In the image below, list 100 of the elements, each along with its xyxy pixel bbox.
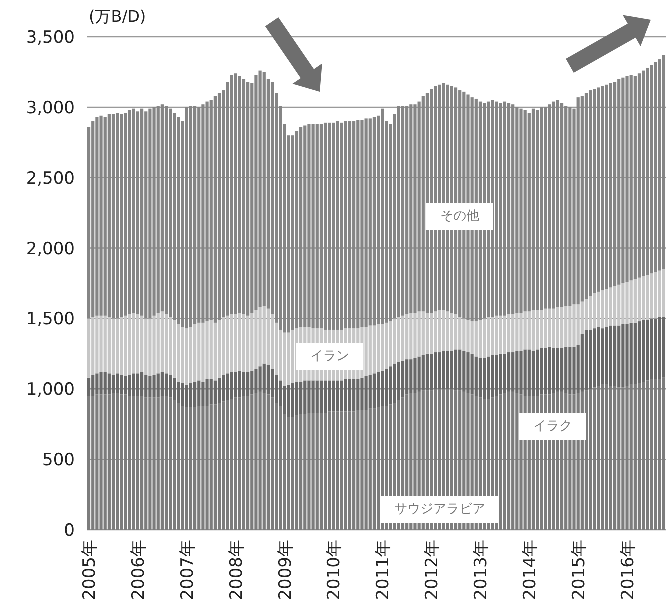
bar [381,370,384,406]
bar [189,106,193,328]
bar [364,118,368,328]
bar [426,354,430,391]
bar [194,324,197,382]
bar [348,379,352,412]
bar [372,117,376,326]
bar [144,375,148,398]
bar [104,117,107,316]
bar [291,330,294,384]
bar [650,65,654,274]
bar [104,316,107,372]
bar [181,384,184,406]
bar [483,358,486,400]
y-tick-label: 2,500 [26,168,75,189]
bar [262,306,266,364]
bar [206,379,209,406]
bar [128,396,132,530]
bar [618,388,621,530]
bar [300,382,303,414]
bar [503,354,506,394]
bar [634,322,637,385]
bar [376,407,380,530]
bar [528,350,531,396]
bar [654,62,658,272]
bar [112,393,116,530]
bar [601,328,604,385]
bar [173,378,176,400]
bar [528,113,531,312]
bar [300,127,303,328]
bar [520,313,523,352]
x-tick-label: 2012年 [422,540,443,600]
bar [576,304,580,346]
bar [406,106,409,314]
bar [360,378,364,410]
bar [618,79,621,285]
bar [92,317,95,376]
bar [634,384,637,530]
bar [642,320,646,382]
bar [262,72,266,306]
bar [634,279,637,323]
bar [120,317,124,376]
bar [320,413,324,530]
bar [438,310,442,353]
bar [164,314,168,374]
bar [487,356,490,400]
bar [258,70,262,308]
bar [316,124,319,329]
bar [295,131,299,329]
bar [556,100,560,308]
bar [287,384,290,418]
bar [642,276,646,320]
bar [646,275,650,320]
bar [626,386,629,530]
bar [422,355,425,391]
bar [230,314,234,372]
bar [160,104,164,312]
bar [222,375,226,402]
bar [446,351,450,390]
bar [198,107,201,323]
bar [266,394,270,530]
bar [414,358,417,394]
bar [410,104,413,314]
y-tick-label: 1,000 [26,380,75,400]
bar [524,350,527,396]
bar [181,406,184,530]
bar [434,352,438,390]
bar [246,316,250,372]
bar [650,274,654,319]
bar [128,375,132,396]
bar [189,407,193,530]
bar [589,296,592,330]
bar [120,114,124,318]
bar [532,310,536,352]
bar [100,394,103,530]
bar [336,380,340,412]
bar [422,96,425,312]
bar [638,384,642,530]
bar [218,378,222,404]
bar [312,124,315,329]
bar [87,378,91,396]
bar [96,316,99,374]
bar [580,96,584,302]
bar [189,327,193,384]
bar [148,318,152,376]
bar [262,393,266,530]
bar [148,376,152,398]
bar [470,354,474,395]
bar [393,364,396,404]
bar [92,396,95,530]
bar [254,75,258,310]
bar [589,389,592,530]
bar [185,407,188,530]
x-tick-label: 2009年 [276,540,296,600]
bar [605,84,608,290]
bar [446,312,450,352]
bar [503,316,506,354]
bar [401,316,405,361]
bar [128,110,132,314]
bar [654,272,658,319]
